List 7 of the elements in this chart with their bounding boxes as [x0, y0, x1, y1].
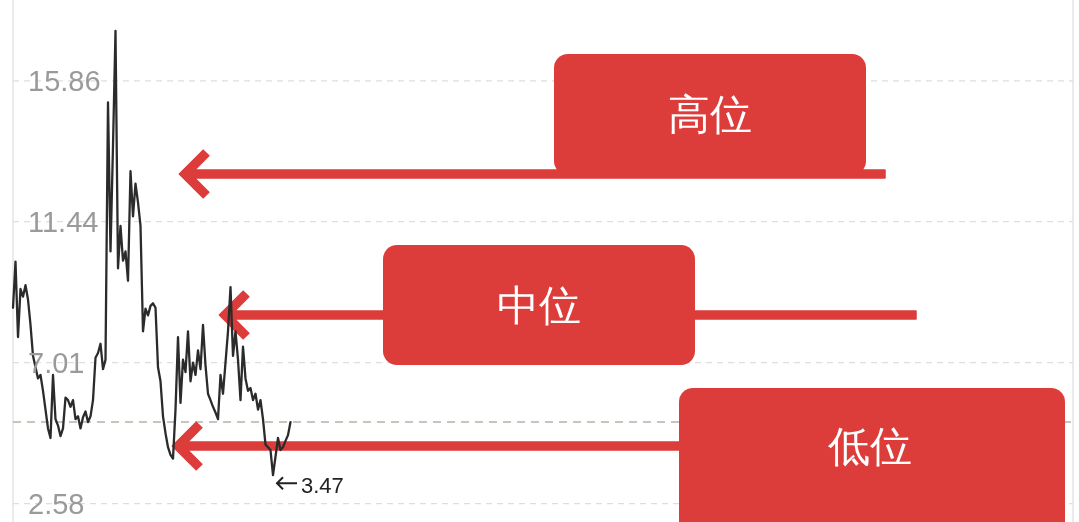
annotation: 高位	[668, 89, 752, 139]
y-tick-label: 2.58	[28, 487, 85, 520]
annotation: 中位	[497, 280, 581, 330]
annotation: 低位	[828, 421, 912, 471]
data-label: 3.47	[301, 472, 344, 498]
y-tick-label: 15.86	[28, 64, 101, 97]
y-tick-label: 11.44	[28, 205, 99, 238]
